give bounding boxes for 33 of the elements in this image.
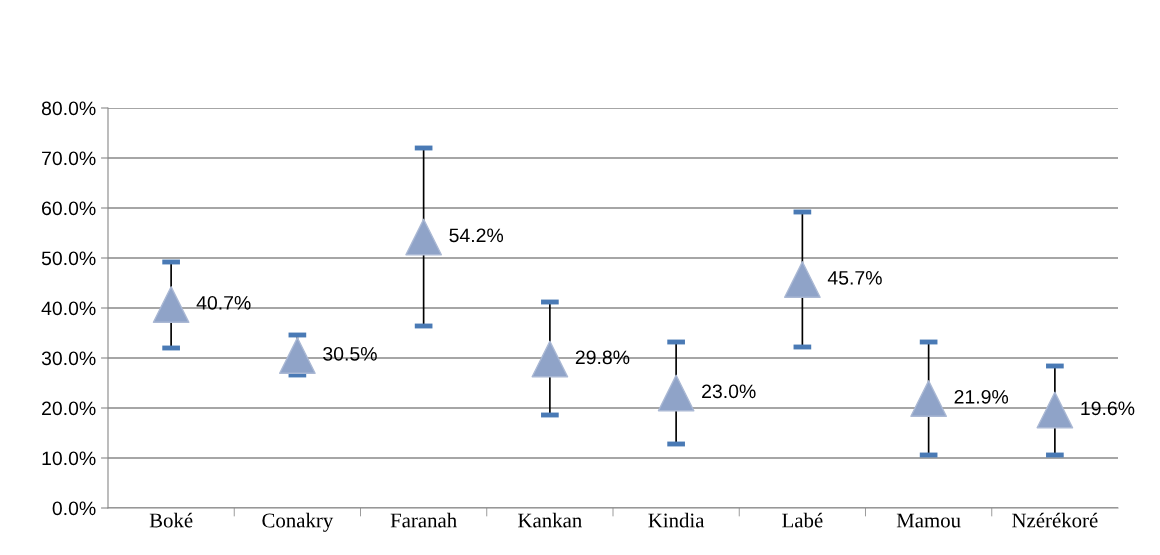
data-label: 45.7% [827, 271, 882, 285]
point [657, 374, 695, 412]
data-label: 40.7% [196, 295, 251, 310]
x-tick-label: Labé [782, 512, 823, 528]
x-tick-label: Faranah [390, 512, 457, 528]
x-tick-label: Nzérékoré [1012, 512, 1098, 528]
y-tick-label: 10.0% [42, 451, 96, 466]
data-label: 29.8% [575, 350, 630, 365]
y-tick-label: 80.0% [41, 101, 96, 116]
data-label: 54.2% [449, 228, 504, 243]
x-tick-label: Kankan [518, 512, 582, 528]
y-tick-label: 40.0% [41, 301, 96, 316]
x-tick-label: Boké [149, 512, 193, 528]
data-label: 23.0% [702, 384, 756, 399]
point [152, 286, 190, 323]
x-tick-label: Conakry [262, 512, 334, 532]
y-tick-label: 20.0% [42, 401, 96, 416]
point [910, 380, 948, 417]
y-tick-label: 0.0% [52, 501, 96, 516]
y-tick-label: 30.0% [41, 351, 96, 366]
point [1036, 391, 1074, 429]
y-tick-label: 70.0% [42, 151, 96, 166]
point [405, 218, 443, 256]
data-label: 30.5% [323, 346, 377, 361]
data-label: 21.9% [954, 389, 1009, 404]
point [278, 337, 316, 374]
point [783, 261, 821, 298]
y-tick-label: 50.0% [41, 251, 96, 266]
point [531, 340, 569, 378]
x-tick-label: Mamou [896, 513, 961, 528]
x-tick-label: Kindia [648, 512, 705, 528]
data-label: 19.6% [1081, 401, 1135, 416]
y-tick-label: 60.0% [42, 201, 96, 216]
